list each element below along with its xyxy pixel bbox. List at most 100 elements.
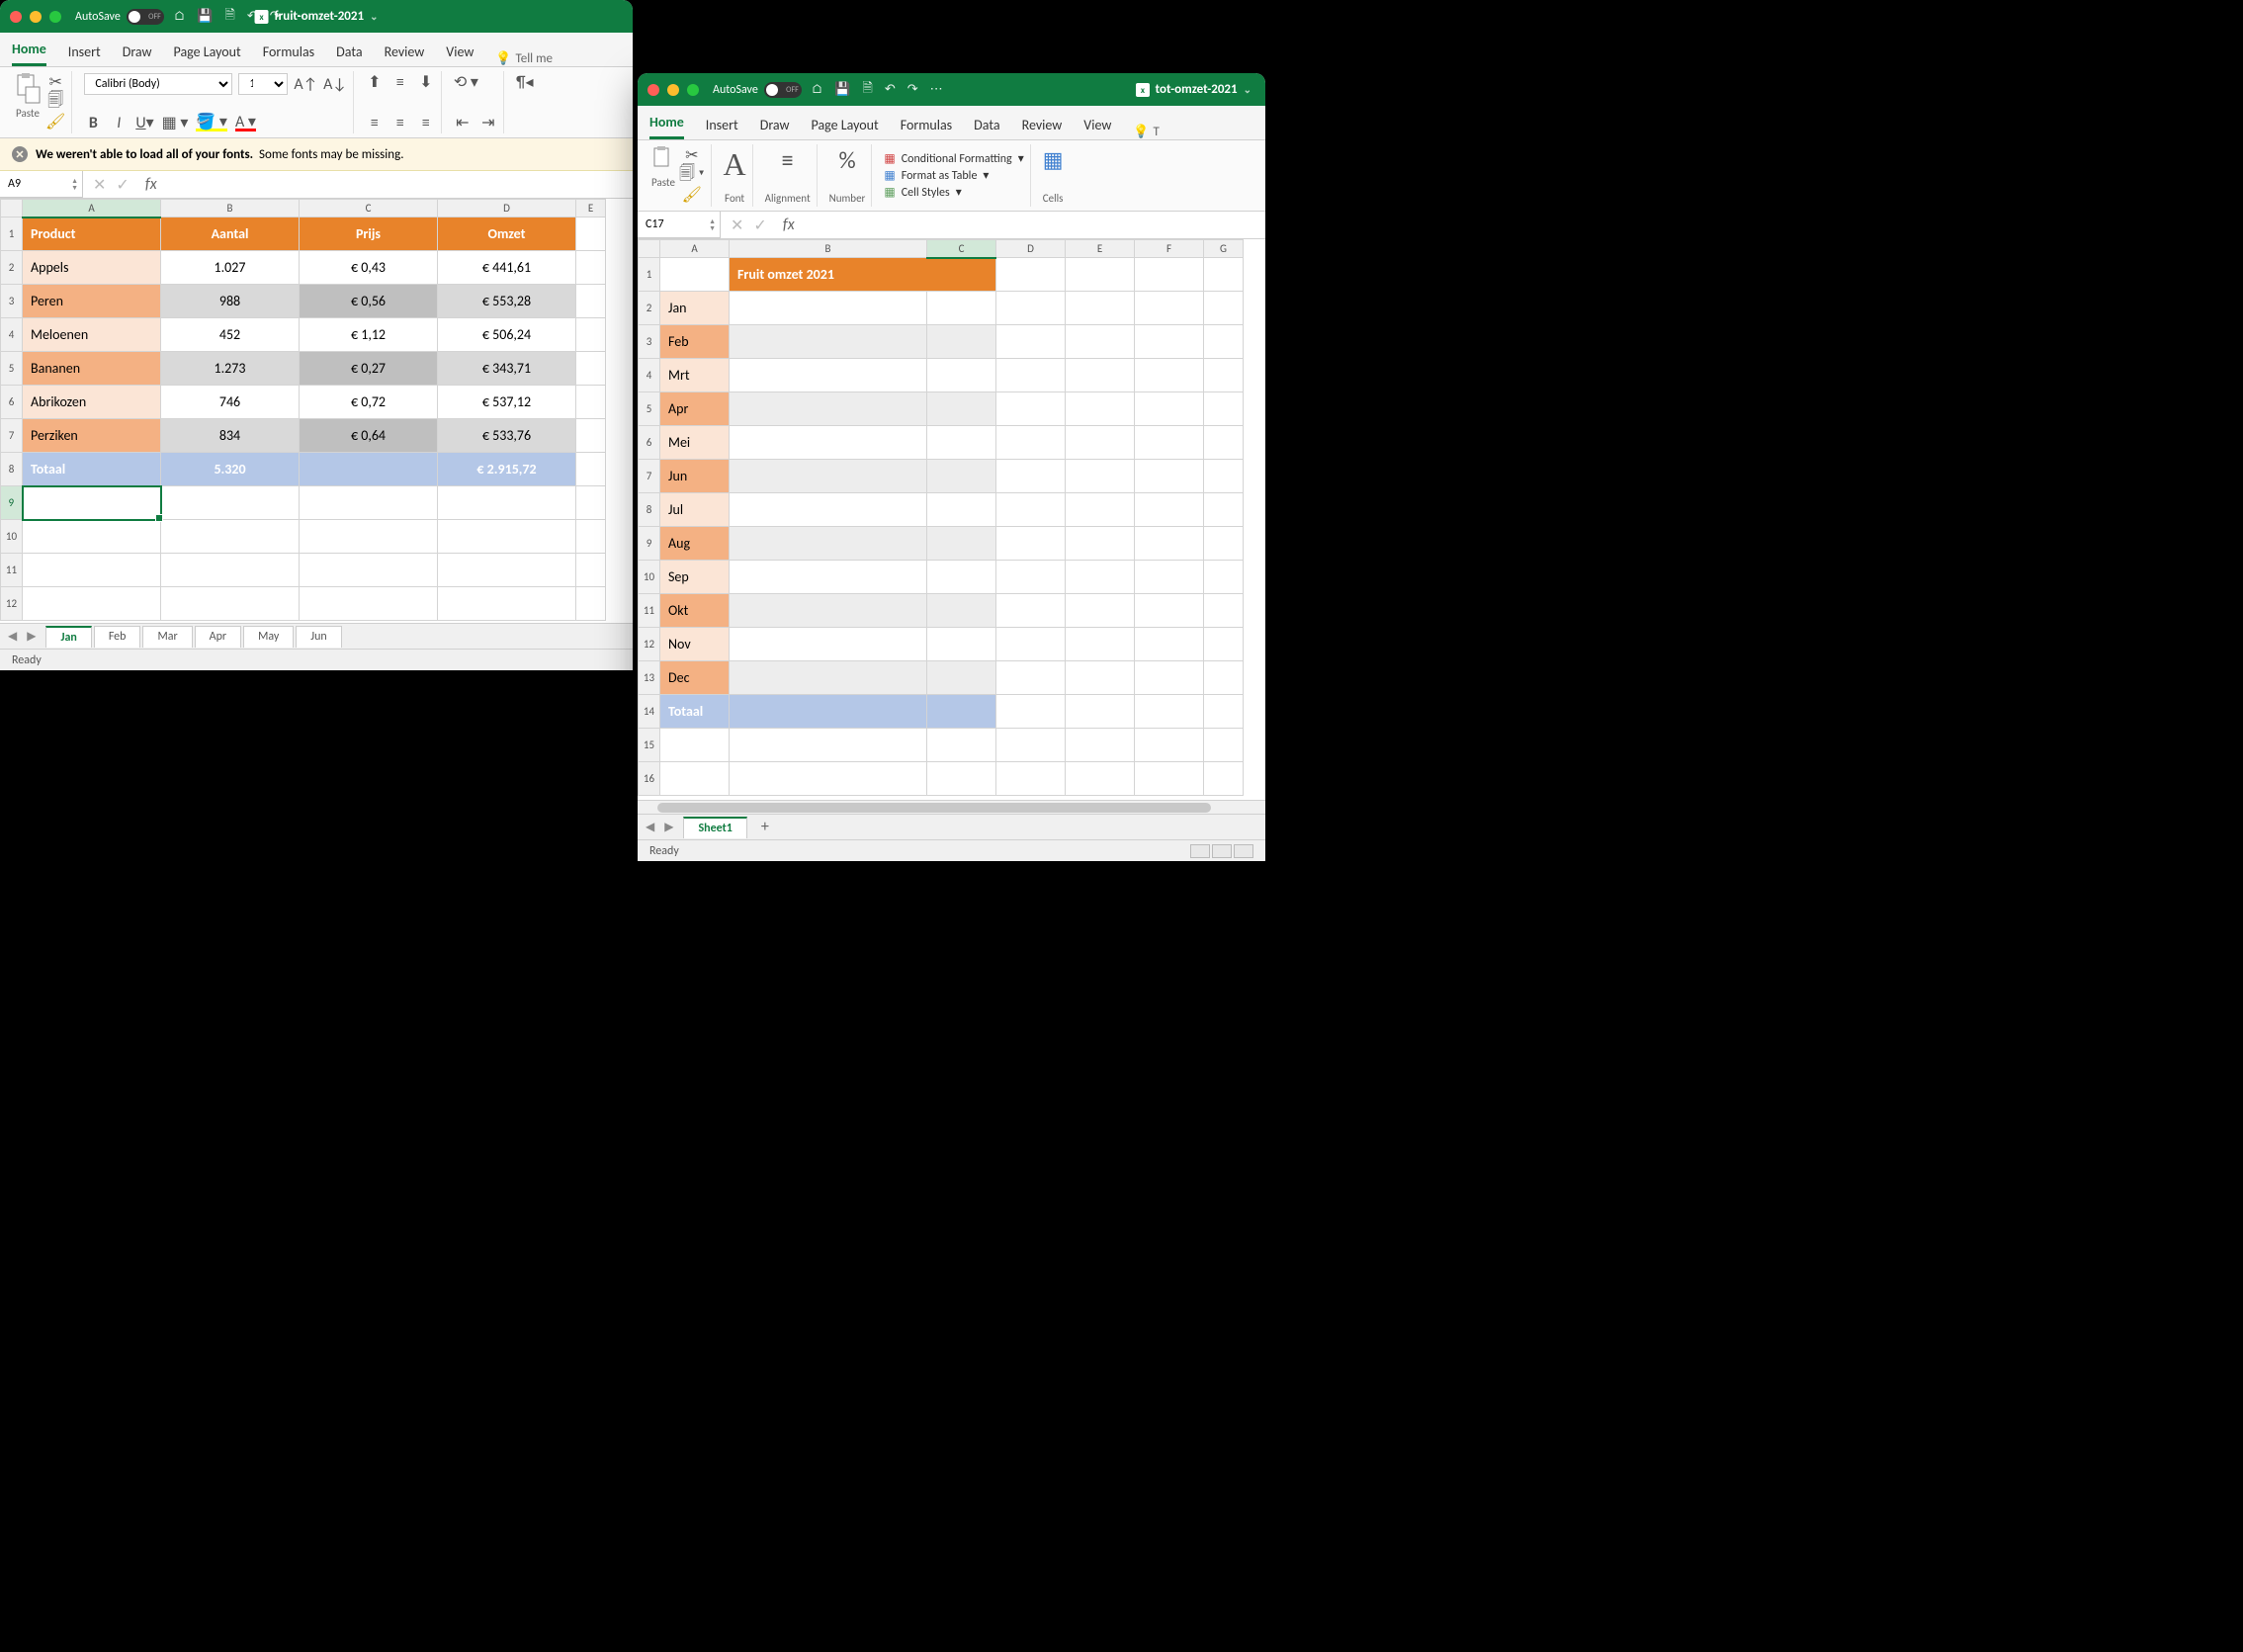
spreadsheet-grid[interactable]: ABCDEFG1Fruit omzet 20212Jan3Feb4Mrt5Apr… (638, 239, 1244, 796)
accept-formula-icon[interactable]: ✓ (753, 216, 766, 235)
sheet-prev-icon[interactable]: ◀ (8, 629, 17, 644)
total-label[interactable]: Totaal (660, 695, 730, 729)
col-header[interactable]: F (1135, 240, 1204, 258)
table-header[interactable]: Prijs (300, 217, 438, 251)
table-header[interactable]: Omzet (438, 217, 576, 251)
add-sheet-button[interactable]: + (747, 817, 783, 838)
omzet-cell[interactable]: € 506,24 (438, 318, 576, 352)
prijs-cell[interactable]: € 0,72 (300, 386, 438, 419)
aantal-cell[interactable]: 834 (161, 419, 300, 453)
home-icon[interactable]: ⌂ (812, 82, 822, 97)
chevron-down-icon[interactable]: ⌄ (1244, 83, 1251, 96)
tab-view[interactable]: View (446, 43, 474, 66)
formula-input[interactable] (801, 212, 1265, 238)
maximize-icon[interactable] (49, 11, 61, 23)
prijs-cell[interactable]: € 0,56 (300, 285, 438, 318)
fill-color-button[interactable]: 🪣 ▾ (196, 114, 227, 131)
alignment-icon[interactable]: ≡ (782, 146, 794, 175)
font-name-select[interactable]: Calibri (Body) (84, 73, 232, 95)
copy-icon[interactable]: 🗐 ▾ (679, 166, 705, 184)
toggle-switch[interactable]: OFF (764, 82, 802, 98)
col-header[interactable]: B (161, 200, 300, 217)
document-title[interactable]: x tot-omzet-2021 ⌄ (1136, 82, 1251, 97)
format-painter-icon[interactable]: 🖌 (679, 186, 705, 204)
total-label[interactable]: Totaal (23, 453, 161, 486)
sheet-tab[interactable]: Apr (195, 626, 241, 648)
sheet-tab[interactable]: Feb (94, 626, 141, 648)
paste-icon[interactable] (651, 146, 675, 174)
align-left-icon[interactable]: ≡ (366, 114, 384, 131)
omzet-cell[interactable]: € 537,12 (438, 386, 576, 419)
document-title[interactable]: x fruit-omzet-2021 ⌄ (255, 9, 379, 24)
orientation-icon[interactable]: ⟲ ▾ (454, 73, 478, 91)
product-cell[interactable]: Meloenen (23, 318, 161, 352)
tab-insert[interactable]: Insert (68, 43, 101, 66)
product-cell[interactable]: Abrikozen (23, 386, 161, 419)
tab-page-layout[interactable]: Page Layout (812, 117, 879, 139)
month-cell[interactable]: Jan (660, 292, 730, 325)
selected-cell[interactable] (23, 486, 161, 520)
col-header[interactable]: A (23, 200, 161, 217)
tab-home[interactable]: Home (649, 114, 684, 139)
font-color-button[interactable]: A ▾ (235, 114, 256, 131)
product-cell[interactable]: Appels (23, 251, 161, 285)
align-center-icon[interactable]: ≡ (391, 114, 409, 131)
align-middle-icon[interactable]: ≡ (391, 73, 409, 91)
close-icon[interactable] (10, 11, 22, 23)
cells-icon[interactable]: ▦ (1043, 146, 1064, 173)
col-header[interactable]: D (996, 240, 1066, 258)
paste-icon[interactable] (14, 73, 42, 105)
redo-icon[interactable]: ↷ (907, 82, 918, 97)
rtl-icon[interactable]: ¶◂ (516, 73, 534, 91)
month-cell[interactable]: Mei (660, 426, 730, 460)
align-bottom-icon[interactable]: ⬇ (417, 73, 435, 91)
conditional-formatting-button[interactable]: ▦Conditional Formatting ▾ (884, 150, 1023, 167)
aantal-cell[interactable]: 988 (161, 285, 300, 318)
month-cell[interactable]: Okt (660, 594, 730, 628)
col-header[interactable]: G (1204, 240, 1244, 258)
sheet-next-icon[interactable]: ▶ (664, 820, 673, 834)
tab-review[interactable]: Review (385, 43, 425, 66)
view-buttons[interactable] (1190, 844, 1253, 858)
table-header[interactable]: Aantal (161, 217, 300, 251)
sheet-tab[interactable]: Jun (296, 626, 341, 648)
format-painter-icon[interactable]: 🖌 (45, 113, 65, 130)
prijs-cell[interactable]: € 0,64 (300, 419, 438, 453)
tab-draw[interactable]: Draw (760, 117, 790, 139)
col-header[interactable]: E (576, 200, 606, 217)
home-icon[interactable]: ⌂ (174, 9, 185, 24)
bold-button[interactable]: B (84, 114, 102, 131)
title-cell[interactable]: Fruit omzet 2021 (730, 258, 996, 292)
fx-icon[interactable]: fx (139, 175, 163, 194)
month-cell[interactable]: Mrt (660, 359, 730, 392)
indent-right-icon[interactable]: ⇥ (479, 114, 497, 131)
percent-icon[interactable]: % (838, 146, 855, 175)
tab-formulas[interactable]: Formulas (263, 43, 314, 66)
tab-data[interactable]: Data (974, 117, 999, 139)
aantal-cell[interactable]: 452 (161, 318, 300, 352)
autosave-toggle[interactable]: AutoSave OFF (75, 9, 164, 25)
month-cell[interactable]: Apr (660, 392, 730, 426)
maximize-icon[interactable] (687, 84, 699, 96)
cell-styles-button[interactable]: ▦Cell Styles ▾ (884, 184, 961, 201)
undo-icon[interactable]: ↶ (885, 82, 896, 97)
autosave-toggle[interactable]: AutoSave OFF (713, 82, 802, 98)
copy-icon[interactable]: 🗐 (45, 93, 65, 111)
more-icon[interactable]: ⋯ (930, 82, 943, 97)
sheet-tab[interactable]: Mar (142, 626, 192, 648)
tab-home[interactable]: Home (12, 41, 46, 66)
prijs-cell[interactable]: € 1,12 (300, 318, 438, 352)
border-button[interactable]: ▦ ▾ (162, 114, 189, 131)
sheet-tab[interactable]: May (243, 626, 294, 648)
month-cell[interactable]: Sep (660, 561, 730, 594)
spreadsheet-grid[interactable]: ABCDE1ProductAantalPrijsOmzet2Appels1.02… (0, 199, 606, 621)
name-box[interactable]: A9 ▲▼ (0, 171, 83, 198)
toggle-switch[interactable]: OFF (127, 9, 164, 25)
tab-data[interactable]: Data (336, 43, 362, 66)
fx-icon[interactable]: fx (777, 216, 801, 234)
product-cell[interactable]: Bananen (23, 352, 161, 386)
tell-me[interactable]: 💡 T (1133, 125, 1160, 139)
product-cell[interactable]: Perziken (23, 419, 161, 453)
cancel-formula-icon[interactable]: ✕ (93, 175, 106, 195)
save-icon[interactable]: 💾 (834, 82, 850, 97)
